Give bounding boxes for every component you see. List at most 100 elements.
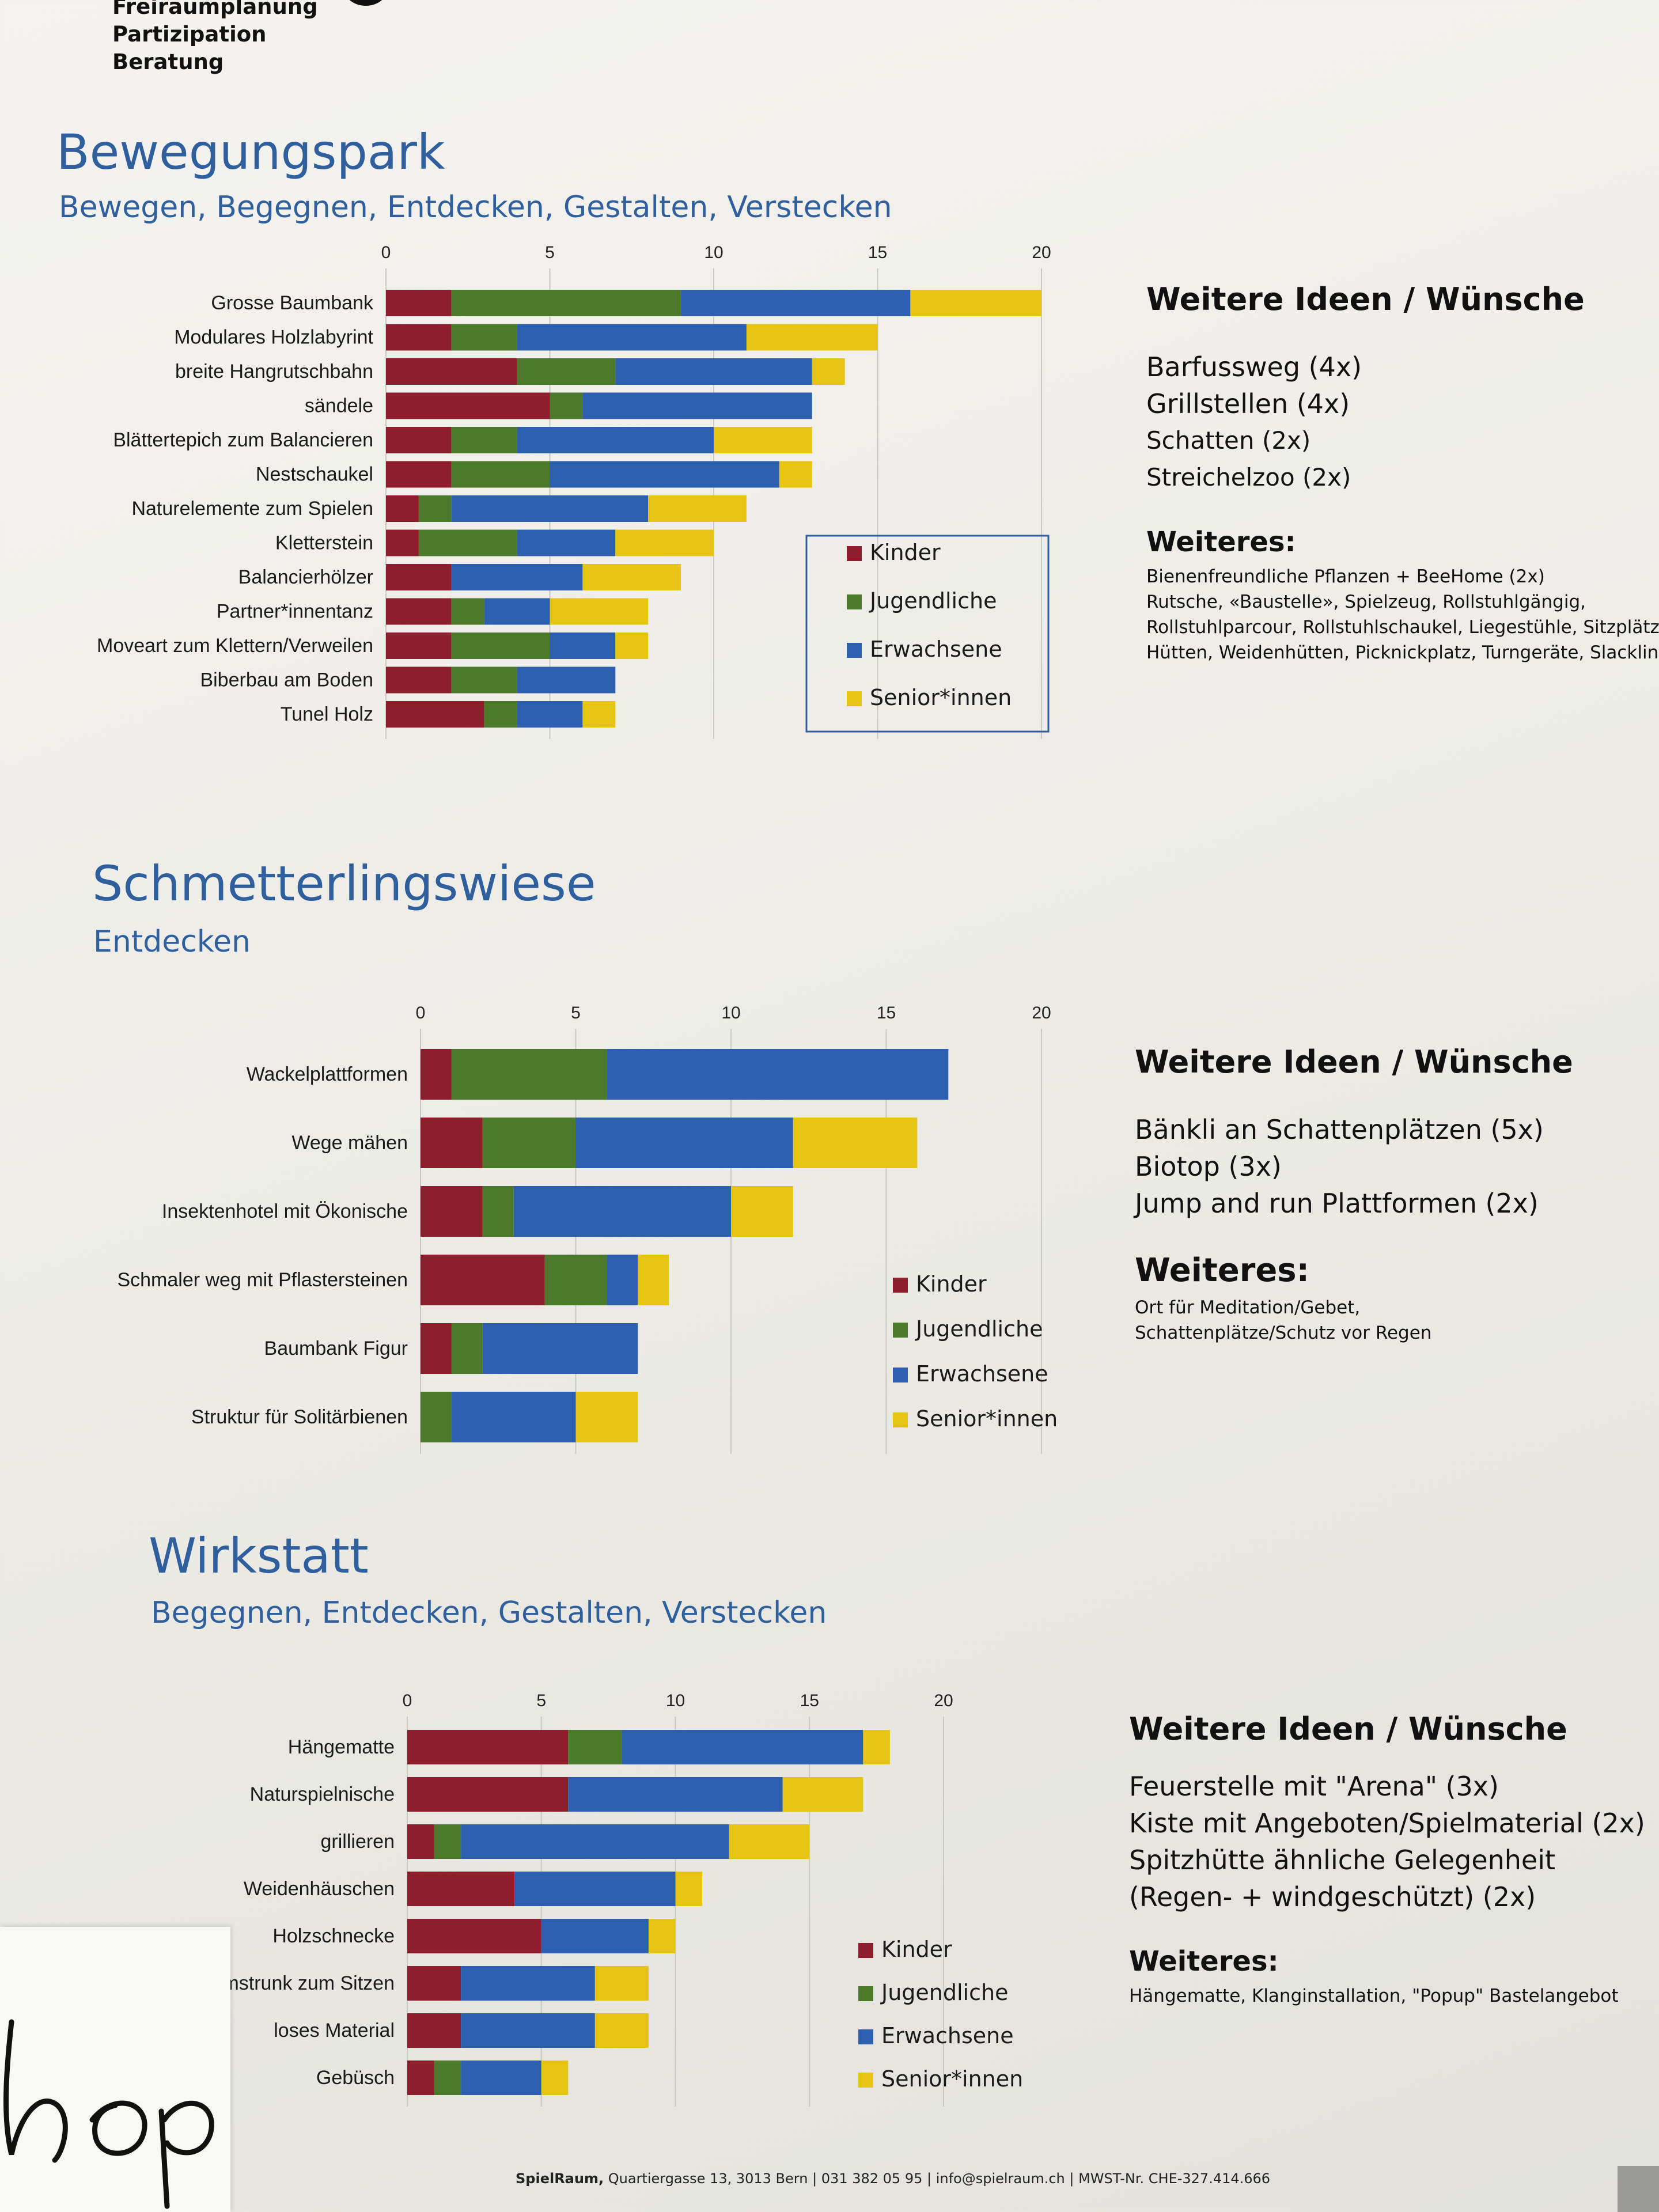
category-label: grillieren — [321, 1831, 395, 1853]
bar-segment — [550, 392, 583, 419]
category-label: breite Hangrutschbahn — [175, 361, 373, 382]
bar-segment — [407, 2013, 461, 2048]
section-title-schmetterlingswiese: Schmetterlingswiese — [92, 855, 596, 912]
bar-segment — [484, 598, 550, 625]
bar-segment — [421, 1323, 452, 1374]
idea-item: Feuerstelle mit "Arena" (3x) — [1129, 1771, 1499, 1802]
bar-segment — [594, 2013, 649, 2048]
bar-segment — [648, 1919, 676, 1953]
bar-segment — [582, 392, 812, 419]
legend-label: Kinder — [916, 1271, 987, 1297]
tick-label: 10 — [704, 243, 723, 262]
bar-segment — [386, 529, 419, 556]
bar-segment — [863, 1730, 890, 1764]
legend-label: Kinder — [881, 1937, 952, 1962]
tick-label: 0 — [416, 1003, 426, 1022]
bar-segment — [729, 1824, 810, 1859]
sticky-note — [0, 1927, 230, 2212]
idea-item: Biotop (3x) — [1135, 1151, 1282, 1182]
bar-segment — [407, 1730, 569, 1764]
bar-segment — [451, 598, 484, 625]
ideas-wirkstatt: Weitere Ideen / Wünsche Feuerstelle mit … — [1129, 1711, 1645, 2009]
bar-segment — [451, 290, 681, 316]
legend-label: Jugendliche — [880, 1980, 1008, 2005]
idea-item: Barfussweg (4x) — [1146, 351, 1362, 382]
header-line-3: Beratung — [112, 50, 224, 74]
tick-label: 15 — [868, 243, 887, 262]
category-label: Holzschnecke — [272, 1925, 395, 1947]
bar-segment — [594, 1966, 649, 2001]
ideas-heading: Weitere Ideen / Wünsche — [1129, 1711, 1567, 1747]
weiteres-heading: Weiteres: — [1129, 1945, 1279, 1978]
legend-swatch — [847, 594, 862, 609]
weiteres-line: Bienenfreundliche Pflanzen + BeeHome (2x… — [1146, 566, 1545, 587]
category-label: Biberbau am Boden — [200, 669, 373, 691]
category-label: Umstrunk zum Sitzen — [209, 1972, 395, 1994]
category-label: Wackelplattformen — [247, 1063, 408, 1085]
weiteres-line: Rollstuhlparcour, Rollstuhlschaukel, Lie… — [1146, 617, 1659, 638]
bar-segment — [451, 427, 517, 453]
handwritten-scribble — [3, 2019, 214, 2209]
bar-segment — [407, 1824, 434, 1859]
bar-segment — [407, 1872, 515, 1906]
bar-segment — [421, 1049, 452, 1100]
ideas-heading: Weitere Ideen / Wünsche — [1135, 1044, 1573, 1080]
tick-label: 5 — [571, 1003, 581, 1022]
tick-label: 20 — [1032, 1003, 1051, 1022]
bar-segment — [386, 495, 419, 522]
ideas-heading: Weitere Ideen / Wünsche — [1146, 281, 1585, 317]
weiteres-heading: Weiteres: — [1146, 526, 1296, 558]
bar-segment — [407, 1777, 569, 1812]
category-label: Naturspielnische — [250, 1783, 395, 1805]
legend-swatch — [847, 643, 862, 658]
bar-segment — [461, 2013, 595, 2048]
bar-segment — [568, 1730, 622, 1764]
bar-segment — [451, 461, 550, 488]
category-label: Weidenhäuschen — [244, 1878, 395, 1900]
idea-item: Jump and run Plattformen (2x) — [1135, 1188, 1539, 1219]
bar-segment — [482, 1323, 638, 1374]
bar-segment — [615, 358, 812, 385]
logo-mark — [346, 0, 386, 6]
category-label: Naturelemente zum Spielen — [131, 498, 373, 520]
org-header: Freiraumplanung Partizipation Beratung — [112, 0, 318, 76]
category-label: Moveart zum Klettern/Verweilen — [97, 635, 373, 657]
tick-label: 20 — [1032, 243, 1051, 262]
category-label: Grosse Baumbank — [211, 292, 374, 314]
category-label: Insektenhotel mit Ökonische — [162, 1200, 408, 1222]
bar-segment — [451, 495, 649, 522]
section-subtitle-schmetterlingswiese: Entdecken — [93, 925, 251, 959]
bar-segment — [517, 701, 583, 728]
category-label: sändele — [305, 395, 373, 417]
bar-segment — [386, 461, 452, 488]
tick-label: 10 — [721, 1003, 740, 1022]
bar-segment — [407, 1919, 541, 1953]
legend-swatch — [893, 1368, 908, 1382]
bar-segment — [434, 2061, 461, 2095]
bar-segment — [544, 1255, 607, 1305]
bar-segment — [386, 598, 452, 625]
bar-segment — [386, 392, 550, 419]
bar-segment — [451, 1049, 607, 1100]
bar-segment — [421, 1255, 545, 1305]
bar-segment — [461, 1966, 595, 2001]
legend-label: Erwachsene — [881, 2023, 1014, 2048]
bar-segment — [386, 290, 452, 316]
legend-box — [805, 535, 1050, 733]
bar-segment — [386, 701, 484, 728]
bar-segment — [910, 290, 1041, 316]
bar-segment — [746, 324, 878, 351]
category-label: Blättertepich zum Balancieren — [113, 429, 373, 451]
bar-segment — [615, 632, 649, 659]
category-label: Modulares Holzlabyrint — [174, 327, 373, 349]
legend-swatch — [858, 2029, 873, 2044]
bar-segment — [648, 495, 747, 522]
legend-label: Kinder — [870, 540, 941, 565]
bar-segment — [434, 1824, 461, 1859]
legend-swatch — [847, 691, 862, 706]
bar-segment — [517, 427, 714, 453]
tick-label: 5 — [536, 1691, 546, 1710]
idea-item: Schatten (2x) — [1146, 426, 1311, 454]
